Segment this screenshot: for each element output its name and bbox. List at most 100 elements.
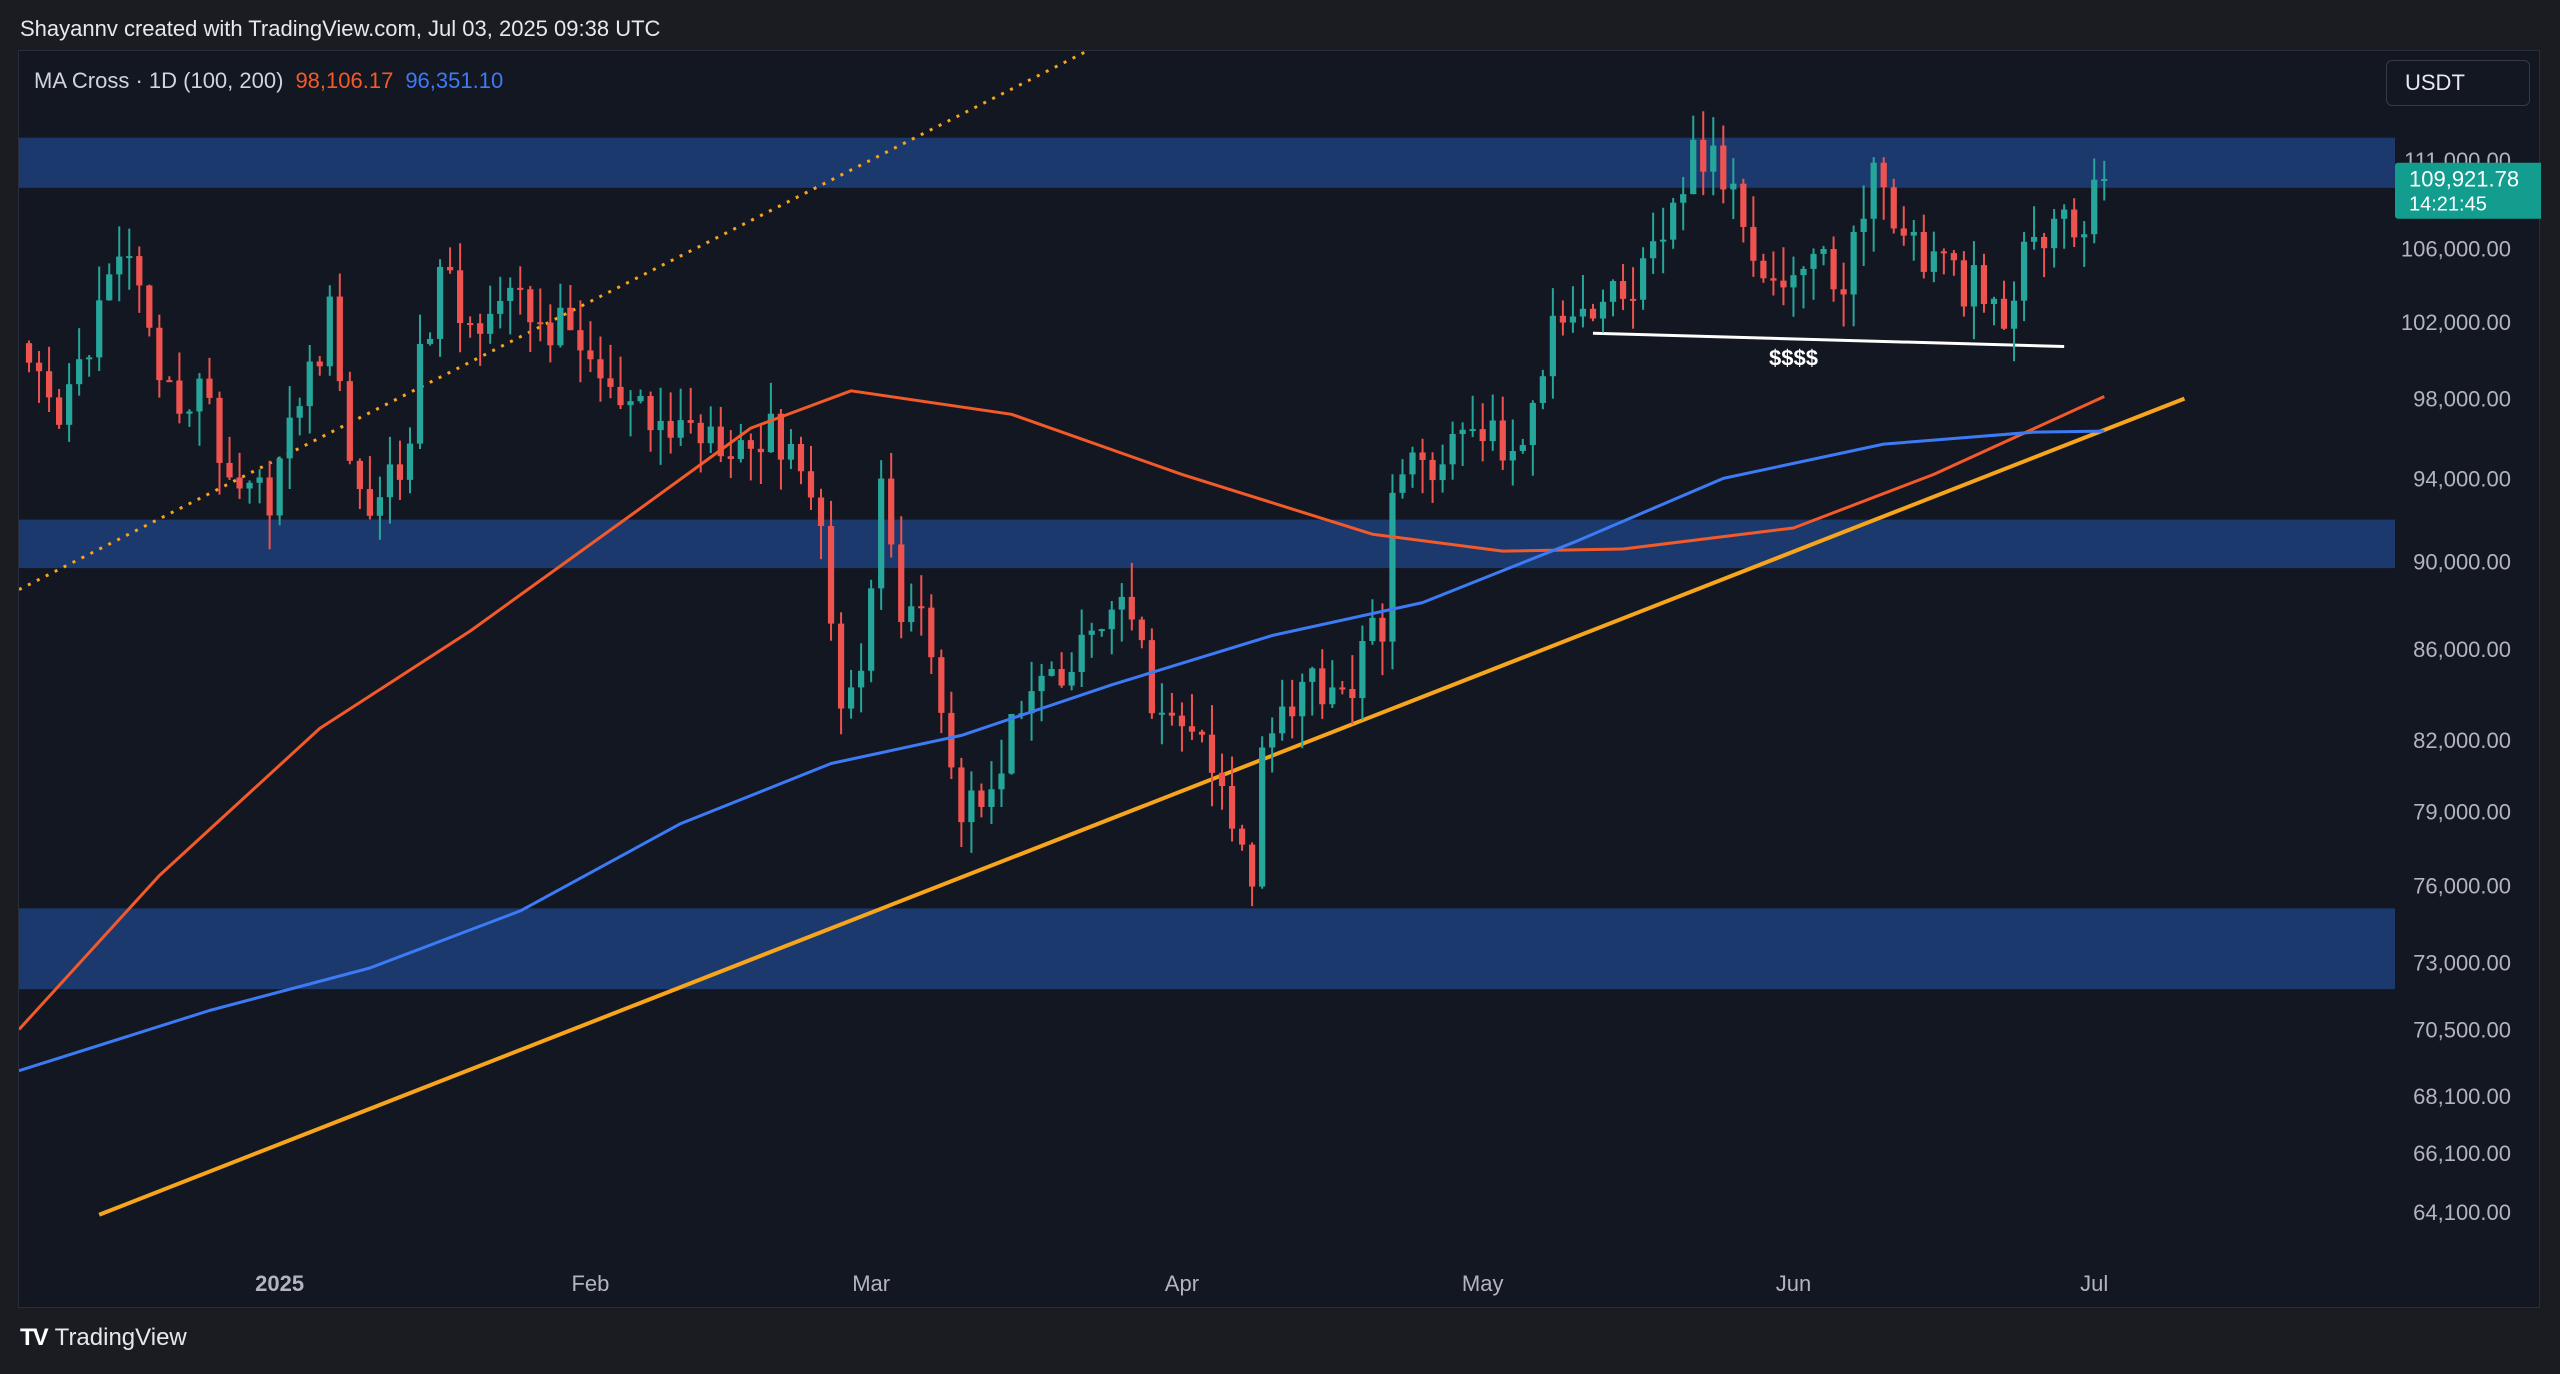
candle-body xyxy=(1650,241,1657,259)
candle-body xyxy=(1038,675,1045,692)
candle-body xyxy=(2041,236,2048,249)
y-tick-label-5: 90,000.00 xyxy=(2413,550,2511,575)
candle-body xyxy=(1760,260,1767,279)
candle-body xyxy=(1519,445,1526,451)
candle-body xyxy=(908,606,915,623)
candle-body xyxy=(847,687,855,709)
candle-body xyxy=(2071,209,2078,238)
price-chart[interactable]: 111,000.00106,000.00102,000.0098,000.009… xyxy=(19,51,2541,1309)
candle-body xyxy=(276,458,283,516)
candle-body xyxy=(256,477,263,483)
candle-body xyxy=(1499,420,1506,461)
candle-body xyxy=(1539,376,1546,403)
brand-label: TradingView xyxy=(54,1324,187,1351)
candle-body xyxy=(2091,179,2098,235)
candle-body xyxy=(1369,617,1376,642)
candle-body xyxy=(1780,280,1787,288)
indicator-legend[interactable]: MA Cross · 1D (100, 200) 98,106.17 96,35… xyxy=(34,68,503,94)
candle-body xyxy=(577,330,584,351)
candle-body xyxy=(1770,278,1777,281)
candle-body xyxy=(687,420,694,423)
trendline-solid xyxy=(98,396,2186,1217)
y-tick-label-9: 76,000.00 xyxy=(2413,874,2511,899)
candle-body xyxy=(1178,715,1186,727)
candle-body xyxy=(1599,301,1607,319)
candle-body xyxy=(1860,218,1867,232)
candle-body xyxy=(1409,452,1416,475)
candle-body xyxy=(1088,630,1095,635)
candle-body xyxy=(1529,402,1536,446)
y-tick-label-12: 68,100.00 xyxy=(2413,1084,2511,1109)
candle-body xyxy=(627,401,634,406)
trendline-white xyxy=(1592,331,2065,349)
candle-body xyxy=(1399,474,1406,493)
candle-body xyxy=(1128,596,1135,620)
candle-body xyxy=(1058,669,1065,686)
candle-body xyxy=(717,426,724,457)
candle-body xyxy=(1920,232,1927,272)
candle-body xyxy=(647,396,654,431)
candle-body xyxy=(1750,226,1757,261)
candle-body xyxy=(196,378,203,412)
candle-body xyxy=(1269,733,1276,748)
candle-body xyxy=(507,287,514,301)
candle-body xyxy=(557,307,564,346)
candle-body xyxy=(1379,617,1386,642)
candle-body xyxy=(76,359,83,385)
x-tick-label-2025: 2025 xyxy=(255,1271,304,1296)
candle-body xyxy=(587,350,594,360)
candle-body xyxy=(1349,689,1356,699)
candle-body xyxy=(1990,298,1998,305)
currency-button[interactable]: USDT xyxy=(2386,60,2530,106)
candle-body xyxy=(807,471,815,498)
candle-body xyxy=(1188,726,1196,732)
candle-body xyxy=(326,296,333,367)
candle-body xyxy=(216,397,223,463)
candle-body xyxy=(727,456,734,459)
candle-body xyxy=(1549,315,1556,377)
x-tick-label-jun: Jun xyxy=(1776,1271,1811,1296)
candle-body xyxy=(497,300,504,314)
candle-body xyxy=(948,712,955,768)
candle-body xyxy=(1439,464,1446,481)
candle-body xyxy=(1158,712,1165,715)
candle-body xyxy=(1479,429,1486,442)
candle-body xyxy=(1459,429,1466,434)
trendline-dotted xyxy=(19,51,1091,591)
candle-body xyxy=(1940,251,1947,254)
candle-body xyxy=(597,359,604,379)
x-tick-label-apr: Apr xyxy=(1165,1271,1199,1296)
candle-body xyxy=(266,477,273,516)
candle-body xyxy=(316,361,323,367)
candle-body xyxy=(2101,179,2108,182)
candle-body xyxy=(938,657,945,713)
candle-body xyxy=(1670,202,1677,240)
candle-body xyxy=(988,789,995,807)
candle-body xyxy=(1559,315,1567,323)
candle-body xyxy=(366,489,373,516)
candle-body xyxy=(978,790,985,807)
footer[interactable]: TV TradingView xyxy=(20,1324,187,1352)
candle-body xyxy=(126,256,133,259)
candle-body xyxy=(176,380,183,414)
y-tick-label-7: 82,000.00 xyxy=(2413,728,2511,753)
candle-body xyxy=(356,460,363,490)
chart-frame[interactable]: 111,000.00 106,000.00 102,000.00 98,000.00 9… xyxy=(18,50,2541,1309)
candle-body xyxy=(617,386,624,406)
candle-body xyxy=(1068,671,1075,686)
candle-body xyxy=(436,266,444,339)
candle-body xyxy=(416,343,424,444)
candle-body xyxy=(1660,239,1667,242)
ma200-value: 96,351.10 xyxy=(405,68,504,93)
candle-body xyxy=(968,790,975,823)
candle-body xyxy=(1690,139,1697,195)
candle-body xyxy=(426,338,434,344)
last-price-label: 109,921.78 xyxy=(2409,167,2519,192)
support-resistance-zone-3 xyxy=(19,908,2395,990)
candle-body xyxy=(446,266,454,271)
candle-body xyxy=(1509,450,1516,461)
candle-body xyxy=(1429,459,1436,481)
candle-body xyxy=(136,256,143,286)
candle-body xyxy=(1118,596,1125,610)
candle-body xyxy=(25,343,33,363)
